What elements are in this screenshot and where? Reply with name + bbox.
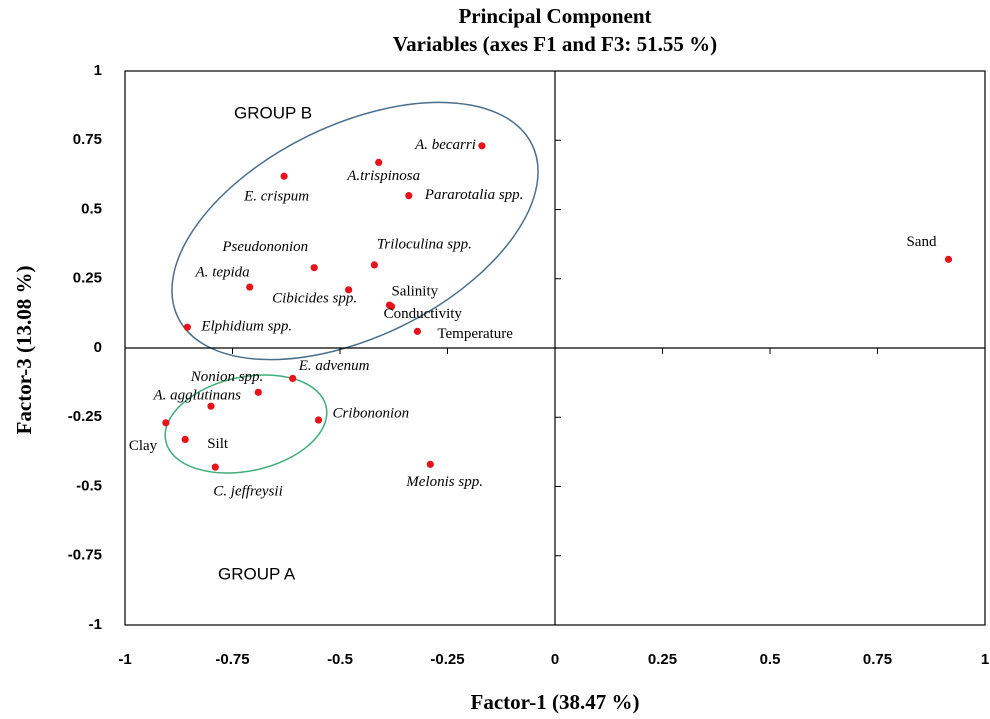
point-label: Silt xyxy=(207,436,229,452)
point-label: Temperature xyxy=(437,326,513,342)
x-tick-label: -0.25 xyxy=(430,651,464,668)
y-tick-label: -0.25 xyxy=(68,408,102,425)
point-label: Conductivity xyxy=(384,306,463,322)
y-axis-label: Factor-3 (13.08 %) xyxy=(12,266,36,435)
point xyxy=(211,463,219,471)
group-label: GROUP A xyxy=(218,564,296,583)
point xyxy=(183,323,191,331)
y-tick-label: 1 xyxy=(94,62,102,79)
y-tick-label: -0.75 xyxy=(68,547,102,564)
y-tick-label: 0 xyxy=(94,339,102,356)
point xyxy=(310,264,318,272)
point-label: A. agglutinans xyxy=(152,388,241,404)
x-tick-label: 0.25 xyxy=(648,651,677,668)
group-b-ellipse xyxy=(171,101,539,361)
point-label: A.trispinosa xyxy=(346,168,420,184)
x-tick-label: -0.75 xyxy=(215,651,249,668)
point-label: A. tepida xyxy=(195,264,250,280)
point-label: Pseudononion xyxy=(221,239,308,255)
y-tick-label: 0.25 xyxy=(73,270,102,287)
point-label: Sand xyxy=(906,234,937,250)
point-label: Elphidium spp. xyxy=(200,319,292,335)
point xyxy=(162,419,170,427)
point xyxy=(375,158,383,167)
y-tick-label: -1 xyxy=(89,616,102,633)
x-tick-label: -1 xyxy=(118,651,131,668)
point xyxy=(345,286,353,294)
point-label: Salinity xyxy=(391,284,438,300)
point-label: A. becarri xyxy=(414,137,476,153)
point xyxy=(405,192,413,200)
group-label: GROUP B xyxy=(234,103,312,122)
x-tick-label: 0.5 xyxy=(760,651,781,668)
point xyxy=(314,416,323,424)
point xyxy=(478,142,486,150)
chart-title: Principal Component xyxy=(458,4,651,28)
point xyxy=(181,435,189,444)
point xyxy=(289,374,297,383)
point xyxy=(207,402,215,410)
point-label: Clay xyxy=(129,438,158,454)
point-label: E. advenum xyxy=(298,358,370,374)
point xyxy=(426,460,434,468)
x-tick-label: 0 xyxy=(551,651,559,668)
point-label: Nonion spp. xyxy=(190,369,264,385)
point-label: Melonis spp. xyxy=(405,474,483,490)
point xyxy=(370,261,378,269)
chart-subtitle: Variables (axes F1 and F3: 51.55 %) xyxy=(393,32,717,56)
point xyxy=(254,388,262,396)
point xyxy=(246,283,254,291)
point-label: Pararotalia spp. xyxy=(424,187,524,203)
y-tick-label: 0.75 xyxy=(73,131,102,148)
x-tick-label: 1 xyxy=(981,651,989,668)
point-label: C. jeffreysii xyxy=(213,484,282,500)
point xyxy=(413,327,421,335)
y-tick-label: -0.5 xyxy=(76,477,102,494)
point-label: Cribononion xyxy=(333,405,410,421)
y-tick-label: 0.5 xyxy=(81,200,102,217)
group-a-ellipse xyxy=(164,374,328,474)
x-axis-label: Factor-1 (38.47 %) xyxy=(471,690,640,714)
point xyxy=(388,302,396,311)
point-label: Cibicides spp. xyxy=(272,290,357,306)
x-tick-label: -0.5 xyxy=(327,651,353,668)
point-label: E. crispum xyxy=(243,189,309,205)
point xyxy=(280,172,288,180)
x-tick-label: 0.75 xyxy=(863,651,892,668)
point-label: Triloculina spp. xyxy=(377,236,472,252)
point xyxy=(944,255,953,263)
